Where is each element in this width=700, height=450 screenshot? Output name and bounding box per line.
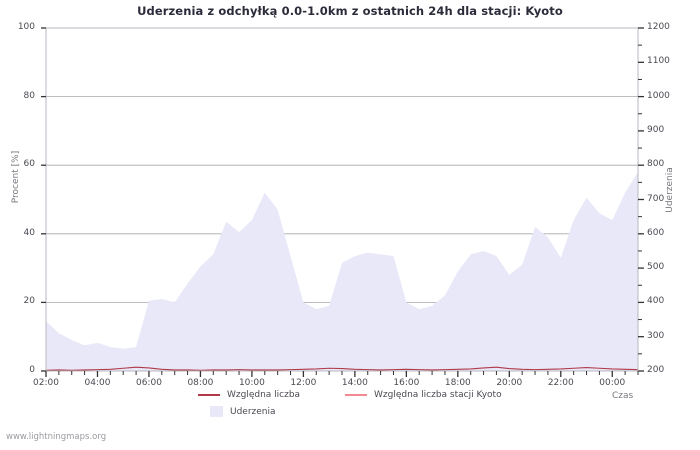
legend-label: Uderzenia (230, 406, 276, 417)
legend-label: Względna liczba (227, 390, 301, 400)
y-tick-label-right: 800 (647, 159, 665, 170)
footer-url: www.lightningmaps.org (6, 432, 107, 442)
x-tick-label: 20:00 (496, 378, 523, 388)
y-tick-label-right: 700 (647, 193, 665, 204)
legend-item-relative-count[interactable]: Względna liczba (198, 390, 300, 400)
y-tick-label-right: 1000 (647, 90, 670, 101)
x-tick-label: 22:00 (547, 378, 574, 388)
x-tick-label: 16:00 (393, 378, 420, 388)
y-tick-label-right: 1200 (647, 22, 670, 32)
y-tick-label-left: 100 (17, 22, 35, 32)
x-tick-label: 04:00 (84, 378, 111, 388)
y-tick-label-left: 40 (23, 227, 35, 238)
y-tick-label-right: 400 (647, 296, 665, 307)
y-tick-label-right: 200 (647, 365, 665, 375)
x-tick-label: 06:00 (135, 378, 162, 388)
x-tick-label: 14:00 (341, 378, 368, 388)
x-tick-label: 10:00 (238, 378, 265, 388)
y-tick-label-left: 80 (23, 90, 35, 101)
legend-line-swatch-relative-count (198, 394, 220, 396)
y-tick-label-left: 20 (23, 296, 35, 307)
y-tick-label-right: 500 (647, 262, 665, 273)
legend-line-swatch-relative-count-station (345, 394, 367, 396)
x-tick-label: 18:00 (444, 378, 471, 388)
x-axis-label: Czas (612, 391, 634, 401)
y-tick-label-right: 900 (647, 124, 665, 135)
chart-title: Uderzenia z odchyłką 0.0-1.0km z ostatni… (137, 4, 563, 18)
legend-label: Względna liczba stacji Kyoto (374, 390, 502, 400)
x-tick-label: 08:00 (187, 378, 214, 388)
y-tick-label-right: 1100 (647, 56, 670, 67)
y-tick-label-left: 60 (23, 159, 35, 170)
legend-item-relative-count-station[interactable]: Względna liczba stacji Kyoto (345, 390, 502, 400)
legend-item-strokes[interactable]: Uderzenia (205, 406, 276, 417)
x-tick-label: 00:00 (599, 378, 626, 388)
y-tick-label-right: 300 (647, 330, 665, 341)
x-tick-label: 02:00 (33, 378, 59, 388)
y-tick-label-right: 600 (647, 227, 665, 238)
y-tick-label-left: 0 (29, 365, 35, 375)
x-tick-label: 12:00 (290, 378, 317, 388)
legend-area-swatch-strokes (210, 406, 223, 417)
